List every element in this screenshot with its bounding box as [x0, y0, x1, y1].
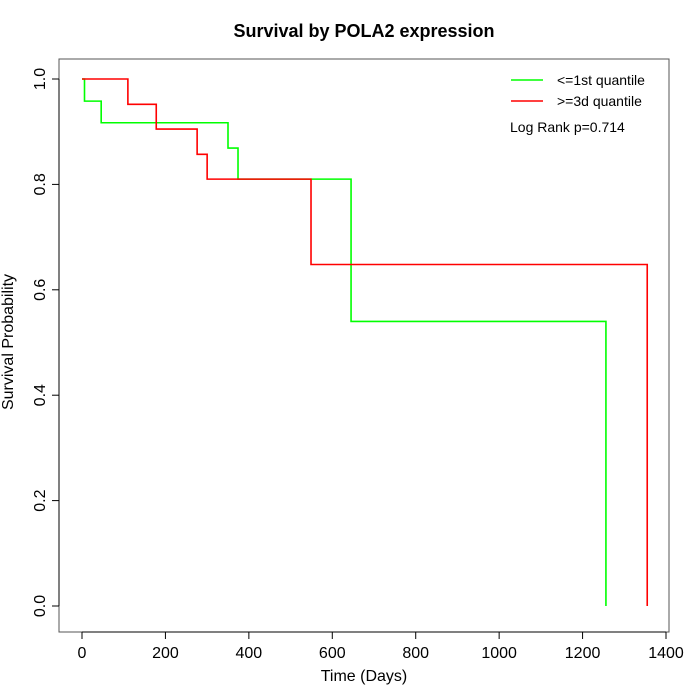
y-axis: 0.0 0.2 0.4 0.6 0.8 1.0	[32, 68, 60, 617]
y-tick-label: 0.4	[32, 384, 49, 406]
x-axis-label: Time (Days)	[321, 668, 408, 685]
x-axis: 0 200 400 600 800 1000 1200 1400	[78, 631, 684, 662]
x-tick-label: 1200	[565, 645, 601, 662]
y-tick-label: 0.6	[32, 279, 49, 301]
x-tick-label: 400	[236, 645, 263, 662]
x-tick-label: 600	[319, 645, 346, 662]
x-tick-label: 800	[402, 645, 429, 662]
y-tick-label: 0.8	[32, 173, 49, 195]
x-tick-label: 200	[152, 645, 179, 662]
x-tick-label: 1000	[481, 645, 517, 662]
log-rank-annotation: Log Rank p=0.714	[510, 119, 625, 135]
y-tick-label: 1.0	[32, 68, 49, 90]
x-tick-label: 1400	[648, 645, 684, 662]
x-tick-label: 0	[78, 645, 87, 662]
y-tick-label: 0.2	[32, 489, 49, 511]
y-tick-label: 0.0	[32, 595, 49, 617]
legend-label: <=1st quantile	[557, 72, 645, 88]
survival-curve-low	[82, 78, 607, 606]
legend: <=1st quantile >=3d quantile	[511, 72, 645, 109]
y-axis-label: Survival Probability	[0, 274, 17, 410]
legend-label: >=3d quantile	[557, 93, 642, 109]
series-layer	[82, 78, 649, 606]
chart-title: Survival by POLA2 expression	[233, 21, 494, 41]
plot-frame	[58, 58, 670, 633]
survival-curve-high	[82, 78, 649, 606]
